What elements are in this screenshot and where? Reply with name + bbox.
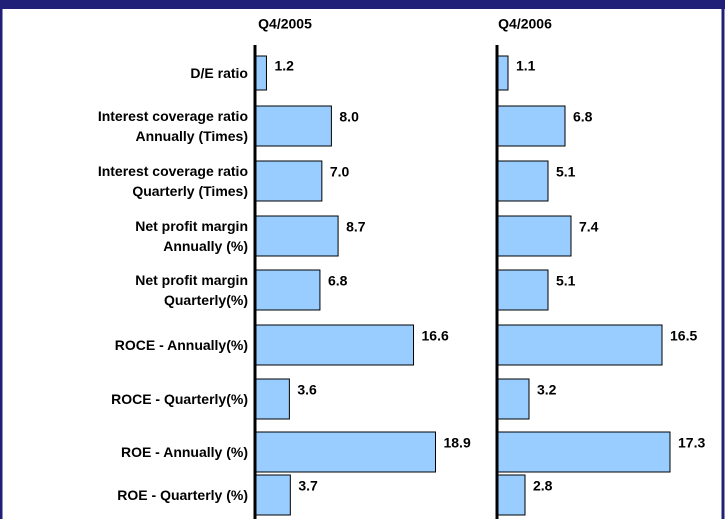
value-label: 8.7 (346, 219, 366, 235)
bar (496, 215, 572, 257)
category-label: Interest coverage ratio Quarterly (Times… (97, 163, 248, 199)
value-label: 5.1 (556, 273, 576, 289)
bar (254, 474, 291, 516)
bar (254, 431, 436, 473)
value-label: 5.1 (556, 164, 576, 180)
bar (254, 55, 267, 91)
value-label: 1.1 (516, 58, 536, 74)
value-label: 3.2 (537, 382, 557, 398)
bar (254, 215, 339, 257)
value-label: 2.8 (533, 478, 553, 494)
value-label: 16.5 (670, 328, 697, 344)
bar (254, 105, 332, 147)
bar (496, 55, 509, 91)
value-label: 18.9 (443, 435, 470, 451)
category-label: Net profit margin Annually (%) (135, 218, 248, 254)
value-label: 7.0 (330, 164, 350, 180)
bar (254, 269, 321, 311)
category-label: ROCE - Quarterly(%) (111, 391, 248, 407)
value-label: 17.3 (678, 435, 705, 451)
value-label: 1.2 (274, 58, 294, 74)
value-label: 8.0 (339, 109, 359, 125)
category-label: ROE - Quarterly (%) (117, 487, 248, 503)
panel-title: Q4/2005 (258, 16, 312, 32)
category-label: D/E ratio (190, 65, 248, 81)
bar (254, 324, 415, 366)
bar (254, 378, 290, 420)
value-label: 6.8 (328, 273, 348, 289)
bar (496, 324, 663, 366)
category-label: ROCE - Annually(%) (114, 337, 248, 353)
bar (496, 474, 526, 516)
value-label: 7.4 (579, 219, 599, 235)
panel-title: Q4/2006 (498, 16, 552, 32)
bar (496, 160, 549, 202)
bar (496, 269, 549, 311)
header-band (0, 0, 725, 9)
value-label: 3.6 (297, 382, 317, 398)
value-label: 16.6 (422, 328, 449, 344)
bar (496, 105, 566, 147)
bar (496, 378, 530, 420)
value-label: 6.8 (573, 109, 593, 125)
category-label: ROE - Annually (%) (120, 444, 248, 460)
value-label: 3.7 (298, 478, 318, 494)
category-label: Interest coverage ratio Annually (Times) (97, 108, 248, 144)
bar (496, 431, 671, 473)
category-label: Net profit margin Quarterly(%) (135, 272, 248, 308)
bar (254, 160, 323, 202)
